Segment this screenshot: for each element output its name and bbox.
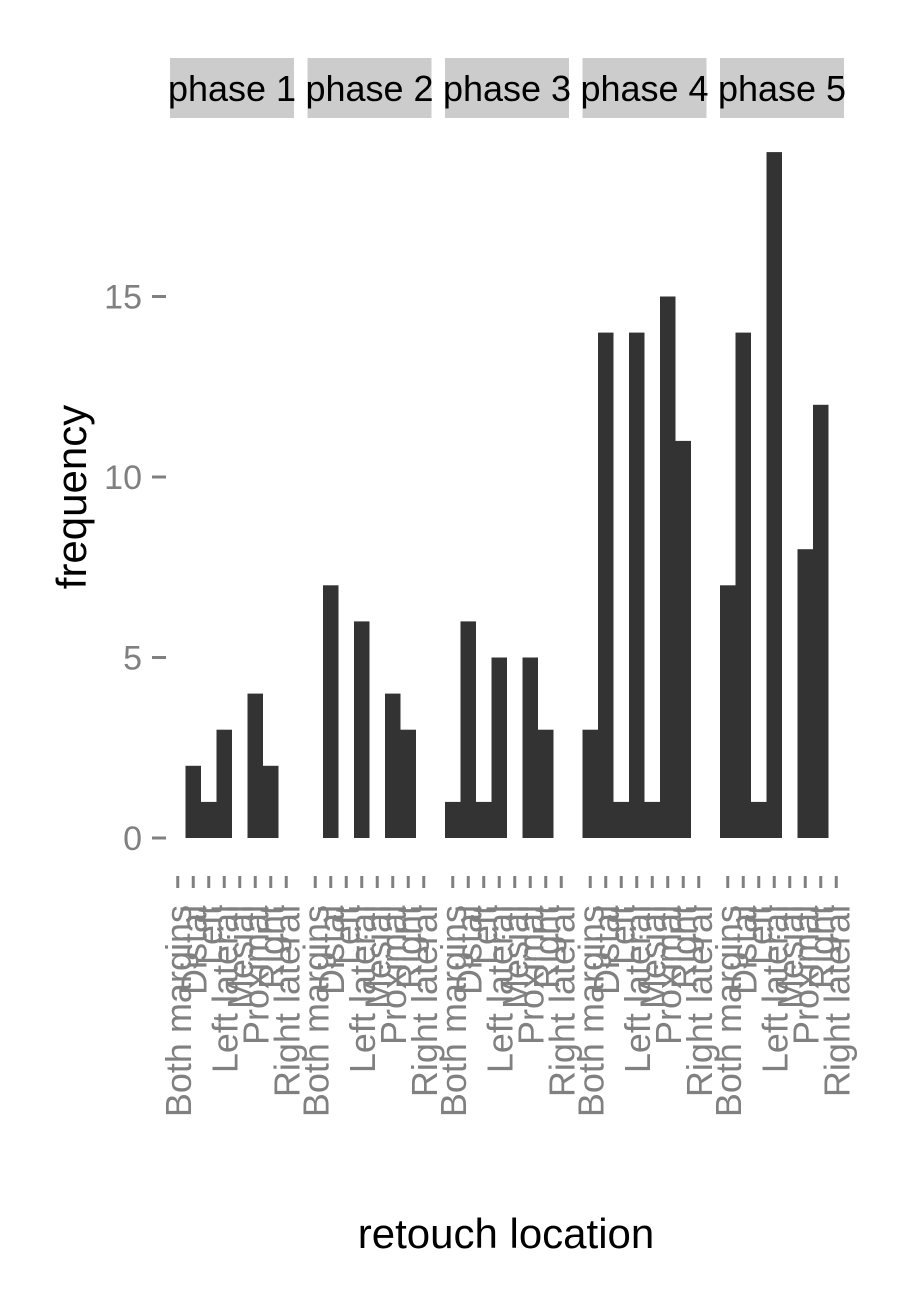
y-tick-label: 10: [104, 459, 142, 497]
x-tick-label: Right lateral: [266, 905, 307, 1097]
x-tick-label: Right: [663, 905, 704, 989]
x-tick-label: Left: [326, 905, 367, 965]
bar-phase-1-5: [247, 693, 263, 838]
x-tick-label: Distal: [311, 905, 352, 995]
x-tick-label: Both margins: [708, 905, 749, 1117]
panel-phase-4: [582, 296, 691, 838]
x-tick-label: Proximal: [373, 905, 414, 1045]
x-tick-label: Left: [739, 905, 780, 965]
x-tick-label: Mesial: [220, 905, 261, 1009]
x-tick-label: Distal: [173, 905, 214, 995]
bar-phase-3-0: [445, 801, 461, 838]
panel-phase-5: [720, 152, 829, 839]
bar-phase-5-0: [720, 585, 736, 838]
bar-phase-2-6: [400, 729, 416, 838]
x-tick-label: Mesial: [357, 905, 398, 1009]
x-tick-label: Mesial: [632, 905, 673, 1009]
y-tick-label: 5: [123, 640, 142, 678]
facet-strip-5: [720, 58, 844, 118]
bar-phase-3-3: [491, 657, 507, 838]
x-tick-label: Left lateral: [342, 905, 383, 1073]
bars-layer: [185, 152, 829, 839]
x-tick-label: Proximal: [510, 905, 551, 1045]
y-axis-title: frequency: [48, 405, 95, 589]
bar-phase-4-1: [598, 332, 614, 838]
y-tick-label: 15: [104, 279, 142, 317]
bar-phase-1-3: [216, 729, 232, 838]
bar-phase-3-1: [460, 621, 476, 838]
y-axis: 0 5 10 15: [104, 279, 166, 858]
x-tick-label: Mesial: [495, 905, 536, 1009]
x-tick-label: Distal: [586, 905, 627, 995]
bar-phase-4-6: [675, 440, 691, 838]
facet-strips: phase 1 phase 2 phase 3 phase 4 phase 5: [168, 58, 846, 118]
panel-phase-3: [445, 621, 554, 838]
facet-strip-label-2: phase 2: [305, 68, 433, 109]
x-tick-label: Left lateral: [754, 905, 795, 1073]
x-tick-label: Right lateral: [404, 905, 445, 1097]
x-tick-label: Left lateral: [204, 905, 245, 1073]
panel-phase-1: [185, 693, 279, 838]
facet-strip-label-1: phase 1: [168, 68, 296, 109]
bar-phase-2-5: [385, 693, 401, 838]
bar-phase-1-2: [201, 801, 217, 838]
x-tick-label: Distal: [723, 905, 764, 995]
x-tick-label: Mesial: [770, 905, 811, 1009]
facet-strip-3: [445, 58, 569, 118]
bar-phase-4-5: [660, 296, 676, 838]
bar-phase-5-3: [766, 152, 782, 839]
bar-phase-3-6: [538, 729, 554, 838]
x-tick-label: Right lateral: [679, 905, 720, 1097]
x-tick-label: Distal: [448, 905, 489, 995]
x-tick-label: Left lateral: [617, 905, 658, 1073]
bar-phase-5-1: [735, 332, 751, 838]
facet-strip-label-5: phase 5: [718, 68, 846, 109]
panel-phase-2: [323, 585, 416, 838]
x-tick-label: Left: [601, 905, 642, 965]
bar-phase-4-4: [644, 801, 660, 838]
x-tick-label: Proximal: [648, 905, 689, 1045]
bar-phase-4-2: [613, 801, 629, 838]
x-tick-label: Right lateral: [816, 905, 857, 1097]
facet-strip-label-3: phase 3: [443, 68, 571, 109]
x-tick-label: Left: [189, 905, 230, 965]
x-tick-label: Both margins: [158, 905, 199, 1117]
bar-phase-3-5: [522, 657, 538, 838]
x-tick-label: Both margins: [570, 905, 611, 1117]
facet-strip-1: [170, 58, 294, 118]
bar-phase-4-0: [582, 729, 598, 838]
bar-phase-5-2: [751, 801, 767, 838]
x-tick-label: Left lateral: [479, 905, 520, 1073]
x-axis-title: retouch location: [358, 1210, 655, 1257]
x-tick-label: Proximal: [785, 905, 826, 1045]
x-tick-label: Proximal: [235, 905, 276, 1045]
bar-phase-1-1: [185, 765, 201, 838]
bar-phase-3-2: [476, 801, 492, 838]
x-tick-label: Right: [251, 905, 292, 989]
facet-strip-4: [582, 58, 707, 118]
facet-strip-label-4: phase 4: [580, 68, 708, 109]
bar-phase-1-6: [263, 765, 279, 838]
bar-phase-2-1: [323, 585, 339, 838]
bar-phase-2-3: [354, 621, 370, 838]
y-tick-label: 0: [123, 820, 142, 858]
x-tick-label: Left: [464, 905, 505, 965]
bar-phase-4-3: [629, 332, 645, 838]
x-tick-label: Both margins: [433, 905, 474, 1117]
x-tick-label: Right lateral: [541, 905, 582, 1097]
x-tick-label: Both margins: [295, 905, 336, 1117]
bar-phase-5-6: [813, 404, 829, 838]
x-tick-label: Right: [801, 905, 842, 989]
x-tick-label: Right: [526, 905, 567, 989]
x-tick-label: Right: [388, 905, 429, 989]
facet-strip-2: [307, 58, 432, 118]
bar-phase-5-5: [797, 549, 813, 838]
